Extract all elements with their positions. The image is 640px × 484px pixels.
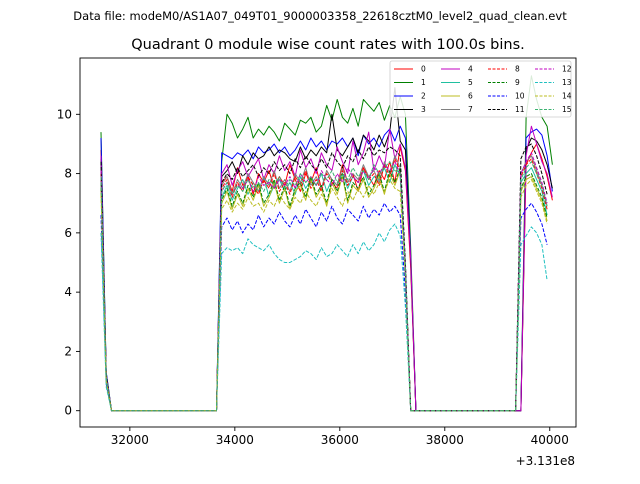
y-tick-label: 6 [64, 226, 72, 240]
legend-label-1: 1 [421, 78, 426, 87]
legend-label-15: 15 [562, 105, 572, 114]
legend-label-0: 0 [421, 65, 426, 74]
legend-box [389, 60, 572, 118]
y-tick-label: 10 [57, 107, 72, 121]
legend-label-6: 6 [468, 92, 473, 101]
legend-label-4: 4 [468, 65, 473, 74]
x-tick-label: 40000 [531, 433, 569, 447]
legend-label-9: 9 [515, 78, 520, 87]
x-tick-label: 38000 [426, 433, 464, 447]
legend-label-13: 13 [562, 78, 572, 87]
plot-area [100, 75, 553, 412]
x-tick-label: 36000 [321, 433, 359, 447]
legend-label-7: 7 [468, 105, 473, 114]
x-tick-label: 32000 [111, 433, 149, 447]
figure-suptitle: Data file: modeM0/AS1A07_049T01_90000033… [73, 9, 567, 23]
series-line-13 [100, 223, 548, 412]
legend-label-14: 14 [562, 92, 572, 101]
legend-label-10: 10 [515, 92, 525, 101]
y-tick-label: 0 [64, 404, 72, 418]
y-tick-label: 2 [64, 344, 72, 358]
x-axis-offset-label: +3.131e8 [516, 454, 575, 468]
legend-label-12: 12 [562, 65, 572, 74]
y-tick-label: 8 [64, 167, 72, 181]
y-tick-label: 4 [64, 285, 72, 299]
legend-label-2: 2 [421, 92, 426, 101]
x-tick-label: 34000 [216, 433, 254, 447]
chart-title: Quadrant 0 module wise count rates with … [131, 37, 525, 53]
legend-label-5: 5 [468, 78, 473, 87]
legend-label-8: 8 [515, 65, 520, 74]
legend-label-11: 11 [515, 105, 525, 114]
legend-label-3: 3 [421, 105, 426, 114]
series-line-14 [100, 179, 548, 412]
axes-frame [79, 57, 577, 428]
series-line-15 [100, 161, 548, 412]
